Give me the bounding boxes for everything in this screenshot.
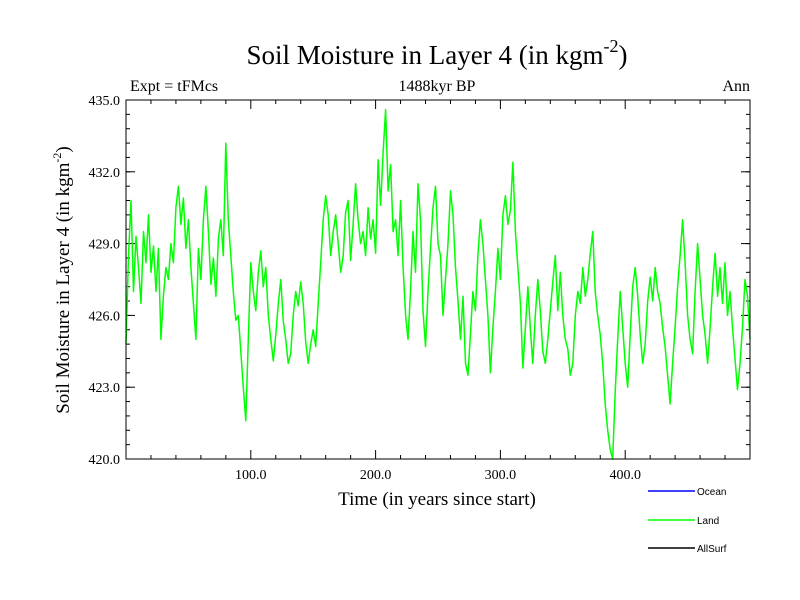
season-label: Ann [722, 78, 750, 95]
x-axis-label: Time (in years since start) [338, 489, 536, 510]
legend-label-ocean: Ocean [697, 487, 726, 498]
legend-label-allsurf: AllSurf [697, 544, 727, 555]
plot-frame [125, 99, 751, 460]
chart-subtitle: 1488kyr BP [399, 78, 476, 95]
x-tick-label: 400.0 [609, 468, 641, 483]
y-axis-label: Soil Moisture in Layer 4 (in kgm-2) [50, 146, 74, 414]
legend-label-land: Land [697, 516, 719, 527]
experiment-label: Expt = tFMcs [130, 78, 218, 95]
y-tick-label: 429.0 [89, 238, 121, 253]
y-tick-label: 426.0 [89, 309, 121, 324]
x-tick-label: 100.0 [235, 468, 267, 483]
axis-ticks: 420.0 423.0 426.0 429.0 432.0 435.0 100.0 200.0… [89, 94, 750, 483]
legend: Ocean Land AllSurf [648, 487, 727, 555]
y-tick-label: 435.0 [89, 94, 121, 109]
y-axis-label-superscript: -2 [50, 153, 64, 163]
chart-title-superscript: -2 [603, 36, 618, 56]
y-tick-label: 420.0 [89, 453, 121, 468]
x-tick-label: 200.0 [360, 468, 392, 483]
plot-series [125, 108, 751, 460]
chart-title: Soil Moisture in Layer 4 (in kgm-2) [247, 36, 628, 70]
y-tick-label: 423.0 [89, 381, 121, 396]
y-tick-label: 432.0 [89, 166, 121, 181]
series-line-land [125, 108, 751, 460]
x-tick-label: 300.0 [485, 468, 517, 483]
